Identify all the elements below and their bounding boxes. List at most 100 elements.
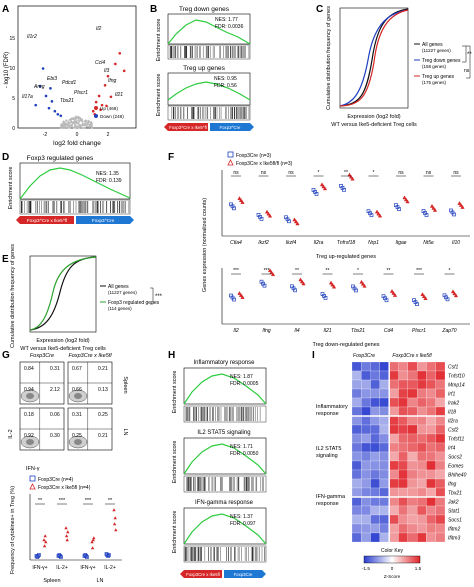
- f-gene-label: Il21: [323, 328, 331, 334]
- heatmap-cell: [361, 514, 371, 525]
- cdf-down-genes: [339, 9, 409, 107]
- i-col2-label: Foxp3Cre x Ike5fl: [392, 353, 432, 359]
- facs-density-core: [26, 393, 34, 399]
- heatmap-cell: [361, 433, 371, 444]
- heatmap-cell: [351, 451, 362, 462]
- gsea-h-curve: [183, 373, 267, 405]
- i-group-label-line: Inflammatory: [316, 404, 348, 410]
- heatmap-cell: [398, 478, 408, 489]
- cdf-c-caption: WT versus Ike5-deficient Treg cells: [331, 122, 417, 128]
- cdf-all-genes: [29, 256, 97, 331]
- heatmap-cell: [351, 397, 362, 408]
- heatmap-cell: [370, 442, 381, 453]
- heatmap-cell: [398, 424, 408, 435]
- f-gene-label: Nrp1: [368, 240, 379, 246]
- phenotype-bar-left: [180, 570, 222, 578]
- gsea-h-ylabel: Enrichment score: [172, 371, 178, 414]
- heatmap-cell: [389, 496, 399, 507]
- volcano-point-ns: [70, 120, 72, 123]
- f-ko-point: [238, 198, 244, 202]
- heatmap-cell: [389, 397, 399, 408]
- heatmap-cell: [426, 442, 436, 453]
- gsea-b-top-frame: [167, 13, 251, 45]
- gene-label: Pdcd1: [62, 80, 76, 86]
- g-category-label: IL-2+: [104, 565, 116, 571]
- gsea-d-ylabel: Enrichment score: [8, 167, 14, 210]
- volcano-point-ns: [71, 117, 73, 120]
- sig-label: ns: [464, 68, 470, 74]
- heatmap-cell: [370, 505, 381, 516]
- volcano-point-ns: [60, 123, 63, 126]
- legend-down-label: Treg down genes: [422, 58, 461, 64]
- heatmap-cell: [417, 379, 427, 390]
- gsea-d-frame: [19, 162, 131, 200]
- phenotype-left-label: Foxp3^Cre x Ike5^fl: [27, 218, 67, 223]
- heatmap-cell: [379, 478, 390, 489]
- volcano-point-ns: [74, 121, 77, 124]
- f-ko-point: [392, 292, 398, 297]
- heatmap-cell: [435, 406, 446, 417]
- sig-bracket: [150, 287, 154, 305]
- f-ko-point: [431, 205, 436, 210]
- heatmap-cell: [417, 487, 427, 498]
- phenotype-bar-right: [210, 123, 254, 131]
- volcano-xlabel: log2 fold change: [53, 140, 101, 147]
- f-sig-label: ***: [264, 268, 270, 274]
- heatmap-cell: [361, 442, 371, 453]
- heatmap-cell: [426, 523, 436, 534]
- gsea-hit-lines: [171, 107, 250, 119]
- f-ko-point: [460, 204, 465, 209]
- g-wt-point: [37, 553, 41, 557]
- f-gene-label: Il2: [233, 328, 239, 334]
- f-wt-point: [232, 206, 236, 211]
- i-group-label: IFN-gamma response: [316, 494, 346, 507]
- f-ko-point: [403, 197, 409, 202]
- volcano-point-ns: [78, 123, 81, 126]
- volcano-points: [34, 51, 126, 129]
- heatmap-cell: [361, 532, 371, 543]
- f-gene-label: Tbx21: [351, 328, 365, 334]
- facs-quadrant-value: 0.25: [72, 433, 82, 439]
- f-ko-point: [267, 213, 273, 218]
- heatmap-gene-label: Il18: [448, 410, 456, 416]
- heatmap-cell: [435, 388, 446, 399]
- f-ko-point: [420, 292, 425, 297]
- volcano-point-ns: [72, 120, 75, 123]
- cdf-e-ylabel: Cumulative distribution frequency of gen…: [10, 244, 16, 348]
- volcano-point-ns: [65, 119, 68, 122]
- panel-h-letter: H: [168, 350, 175, 361]
- g-wt-point: [36, 554, 40, 558]
- heatmap-cell: [351, 379, 362, 390]
- gsea-d-fdr: FDR: 0.139: [96, 178, 122, 184]
- facs-quadrant-value: 0.31: [72, 412, 82, 418]
- gsea-b-top-title: Treg down genes: [179, 6, 230, 13]
- heatmap-cell: [426, 532, 436, 543]
- heatmap-cell: [361, 451, 371, 462]
- heatmap-cell: [370, 379, 381, 390]
- g-group-spleen: Spleen: [43, 578, 60, 584]
- cdf-c-xlabel: Expression (log2 fold): [347, 114, 400, 120]
- heatmap-cell: [407, 424, 418, 435]
- heatmap-cell: [361, 424, 371, 435]
- f-wt-point: [415, 302, 419, 307]
- f-wt-point: [424, 213, 429, 217]
- f-ko-point: [359, 279, 364, 284]
- f-gene-label: Il4: [294, 328, 300, 334]
- heatmap-cell: [398, 523, 408, 534]
- heatmap-cell: [361, 478, 371, 489]
- heatmap-cell: [351, 388, 362, 399]
- panel-d-letter: D: [2, 152, 9, 163]
- heatmap-cell: [417, 532, 427, 543]
- sig-label: **: [467, 52, 472, 58]
- cdf-e-caption: WT versus Ike5-deficient Treg cells: [20, 346, 106, 352]
- heatmap-gene-label: Tnfsf10: [448, 374, 465, 380]
- panel-a-letter: A: [2, 4, 9, 15]
- heatmap-cell: [417, 397, 427, 408]
- gsea-h-hits: [183, 545, 267, 563]
- volcano-point: [59, 114, 63, 118]
- heatmap-cell: [379, 496, 390, 507]
- gsea-h-fdr: FDR: 0.097: [230, 521, 256, 527]
- heatmap-cell: [435, 415, 446, 426]
- volcano-point-ns: [83, 123, 86, 126]
- f-wt-point: [314, 191, 319, 196]
